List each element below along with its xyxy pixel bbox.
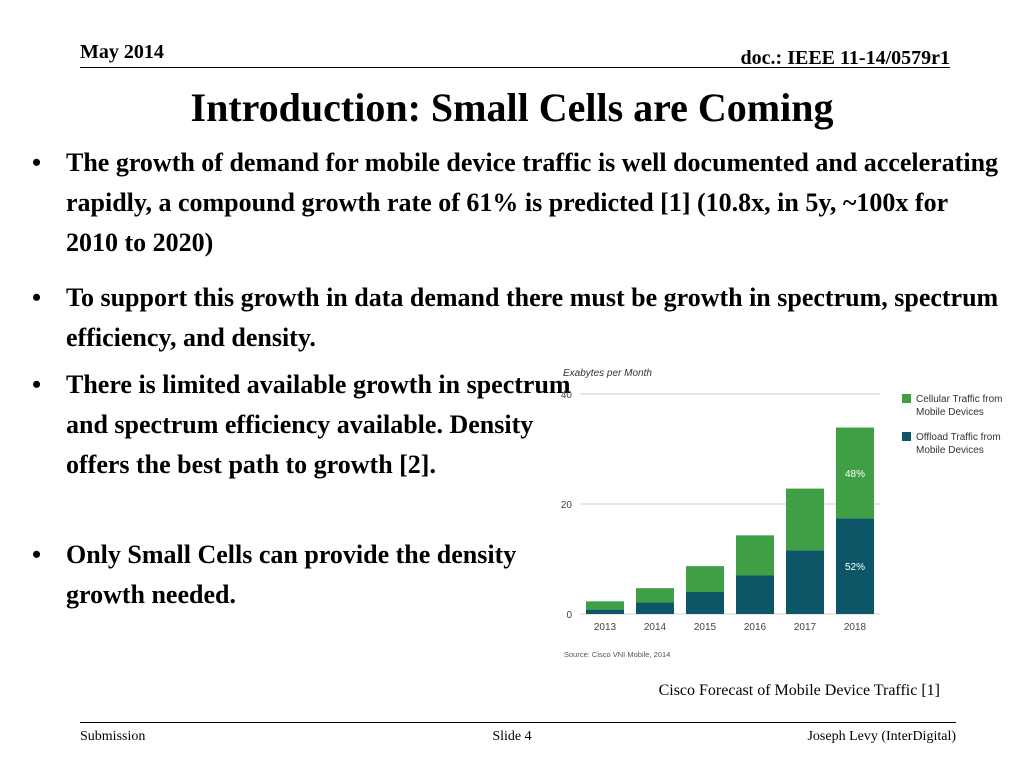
chart-xtick-label: 2013 xyxy=(594,622,617,633)
chart-legend-swatch xyxy=(902,432,911,441)
chart-bar xyxy=(586,601,624,610)
chart-legend-label: Mobile Devices xyxy=(916,445,984,456)
bullet-item: • The growth of demand for mobile device… xyxy=(32,143,1002,263)
bullet-marker: • xyxy=(32,540,42,569)
chart-bar xyxy=(736,575,774,614)
bullet-item: • To support this growth in data demand … xyxy=(32,278,1002,358)
bullet-item: • Only Small Cells can provide the densi… xyxy=(32,535,572,615)
chart-bar xyxy=(636,602,674,614)
chart-caption: Cisco Forecast of Mobile Device Traffic … xyxy=(658,682,940,699)
chart-ytick-label: 40 xyxy=(561,390,573,401)
chart-data-label: 48% xyxy=(845,469,865,480)
chart-bar xyxy=(836,518,874,614)
chart-svg: Exabytes per Month 0 20 40 2013 2014 2015 2016 2… xyxy=(561,368,1003,659)
bullet-text: Only Small Cells can provide the density… xyxy=(66,540,517,609)
footer-author: Joseph Levy (InterDigital) xyxy=(807,729,956,744)
bullet-text: There is limited available growth in spe… xyxy=(66,370,571,479)
chart-source-note: Source: Cisco VNI Mobile, 2014 xyxy=(564,650,670,659)
bullet-marker: • xyxy=(32,148,42,177)
chart-legend-label: Offload Traffic from xyxy=(916,432,1001,443)
bullet-text: To support this growth in data demand th… xyxy=(66,283,999,352)
slide-title: Introduction: Small Cells are Coming xyxy=(190,85,834,130)
chart-bar xyxy=(786,550,824,614)
header-divider xyxy=(80,67,950,68)
footer-slide-number: Slide 4 xyxy=(492,729,532,744)
chart-xtick-label: 2016 xyxy=(744,622,767,633)
chart-xtick-label: 2017 xyxy=(794,622,817,633)
chart-ytick-label: 20 xyxy=(561,500,573,511)
header-date: May 2014 xyxy=(80,41,164,63)
bullet-item: • There is limited available growth in s… xyxy=(32,365,572,485)
bullet-marker: • xyxy=(32,283,42,312)
chart-xtick-label: 2014 xyxy=(644,622,667,633)
header-doc-id: doc.: IEEE 11-14/0579r1 xyxy=(740,47,950,69)
chart-bar xyxy=(686,566,724,592)
chart-xtick-label: 2018 xyxy=(844,622,867,633)
traffic-forecast-chart: Exabytes per Month 0 20 40 2013 2014 2015 2016 2… xyxy=(550,358,1020,663)
chart-xtick-label: 2015 xyxy=(694,622,717,633)
chart-ylabel: Exabytes per Month xyxy=(563,368,652,379)
chart-bar xyxy=(786,488,824,551)
chart-bar xyxy=(736,535,774,576)
chart-data-label: 52% xyxy=(845,562,865,573)
chart-bar xyxy=(686,592,724,614)
footer-submission: Submission xyxy=(80,729,146,744)
chart-legend-label: Cellular Traffic from xyxy=(916,394,1003,405)
chart-bar xyxy=(636,588,674,603)
chart-ytick-label: 0 xyxy=(566,610,572,621)
chart-bar xyxy=(586,609,624,614)
chart-legend-label: Mobile Devices xyxy=(916,407,984,418)
bullet-marker: • xyxy=(32,370,42,399)
bullet-text: The growth of demand for mobile device t… xyxy=(66,148,999,257)
chart-legend-swatch xyxy=(902,394,911,403)
footer-divider xyxy=(80,722,956,723)
chart-bar xyxy=(836,427,874,519)
